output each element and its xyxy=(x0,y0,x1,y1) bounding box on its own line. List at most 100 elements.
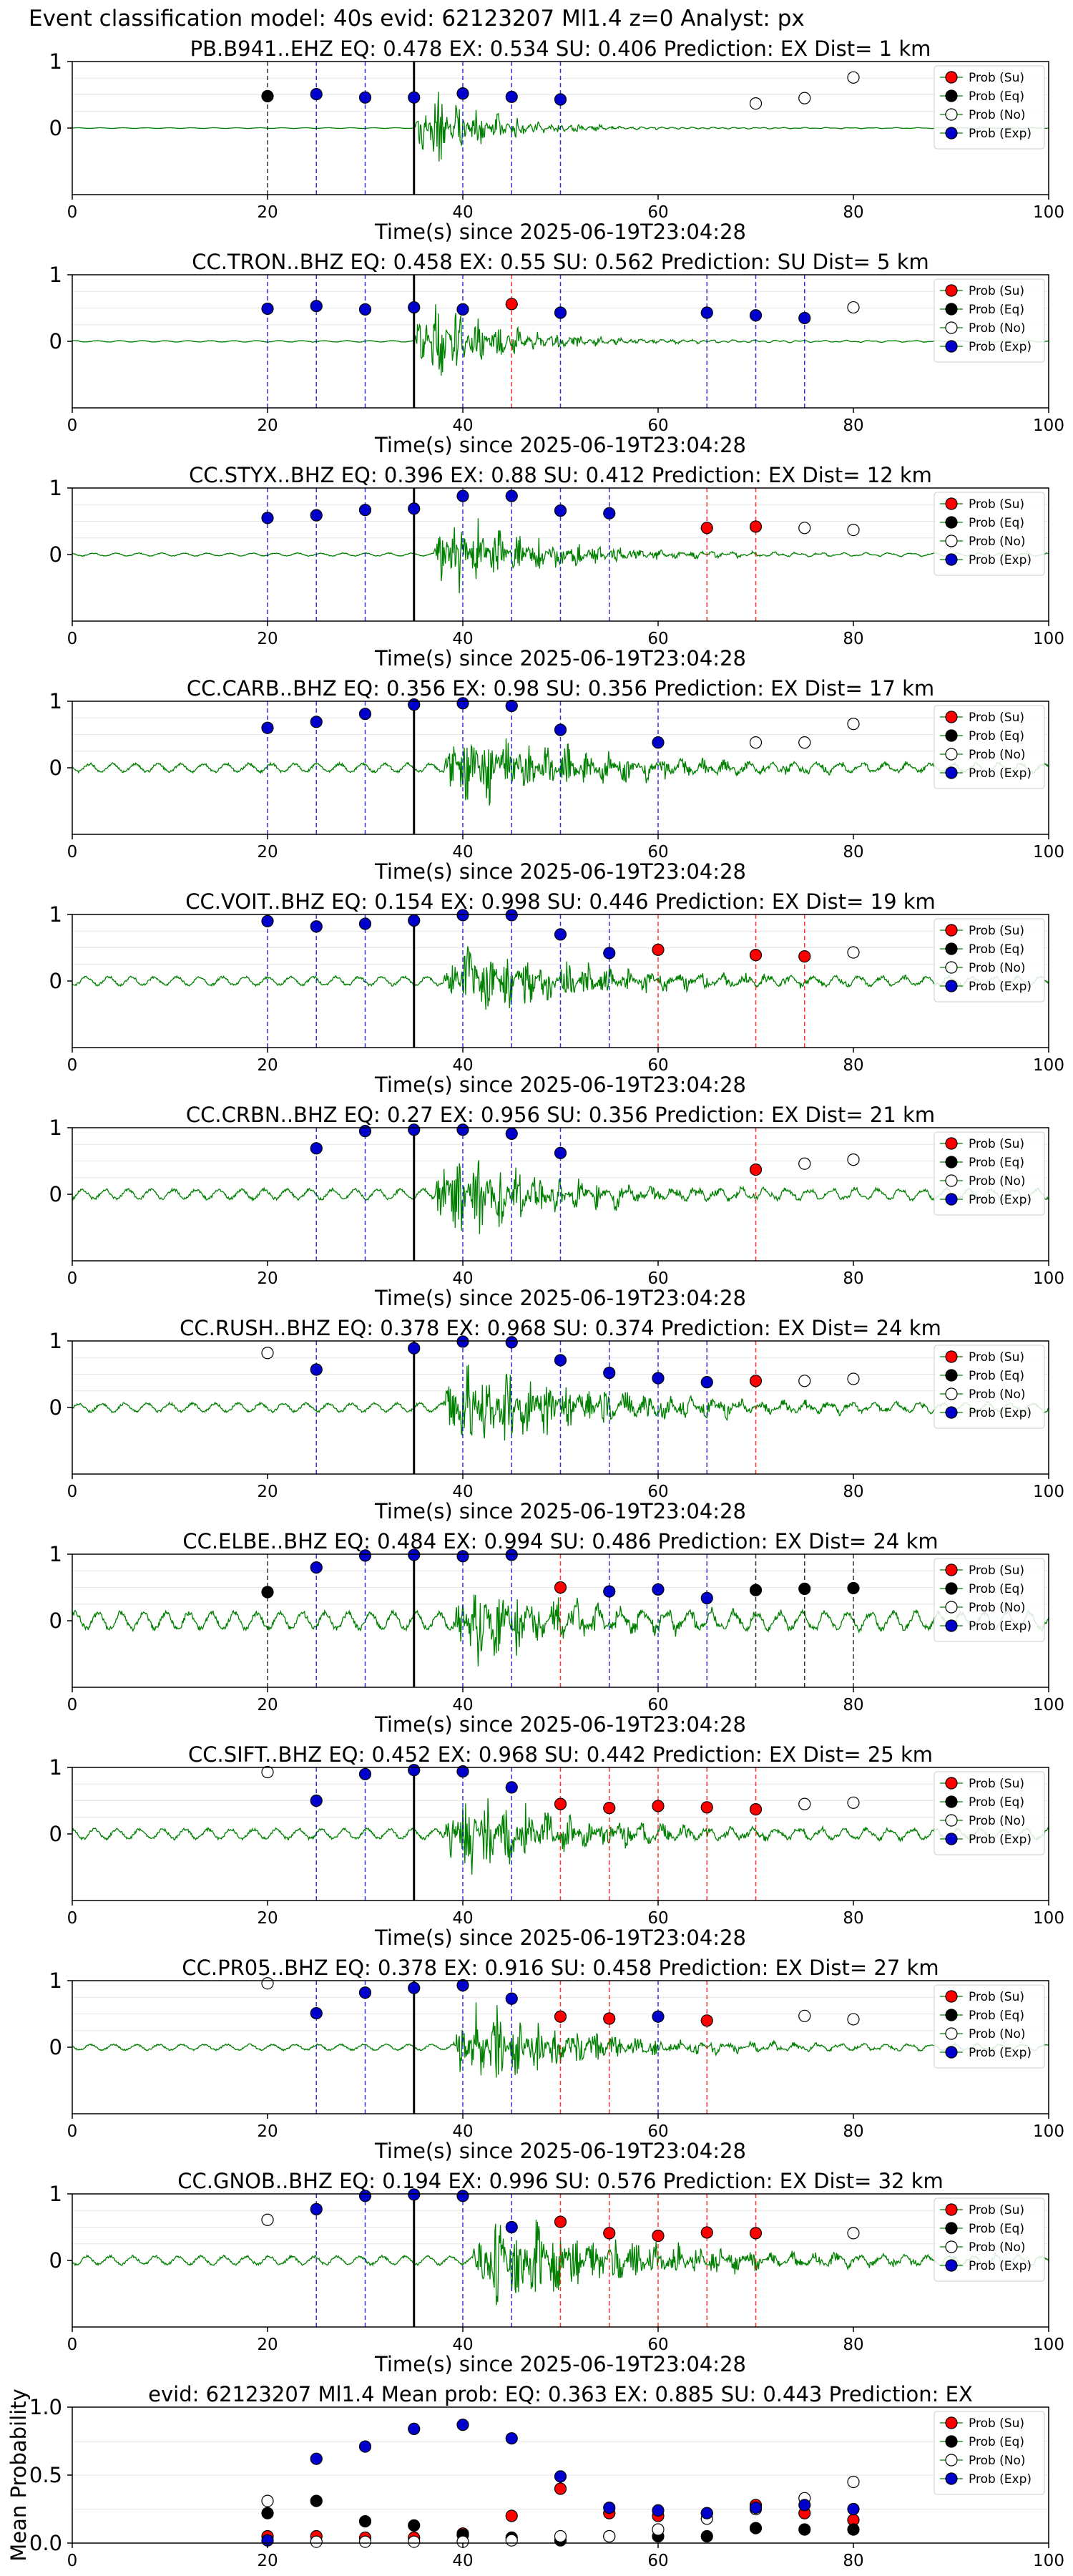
legend-marker-su xyxy=(945,497,958,510)
prob-point-no xyxy=(798,2009,811,2022)
panel-title: PB.B941..EHZ EQ: 0.478 EX: 0.534 SU: 0.4… xyxy=(190,36,931,61)
x-tick-label: 80 xyxy=(843,1909,863,1928)
x-tick-label: 80 xyxy=(843,2552,863,2570)
mean-point-exp xyxy=(847,2502,860,2516)
legend-marker-eq xyxy=(945,729,958,742)
prob-point-exp xyxy=(358,91,372,104)
prob-point-no xyxy=(847,71,860,84)
legend-label-exp: Prob (Exp) xyxy=(969,1193,1032,1207)
x-tick-label: 80 xyxy=(843,1696,863,1714)
legend-marker-eq xyxy=(945,303,958,316)
x-tick-label: 40 xyxy=(452,1483,473,1501)
prob-point-eq xyxy=(798,1582,811,1595)
x-axis-label: Time(s) since 2025-06-19T23:04:28 xyxy=(374,646,746,670)
mean-point-no xyxy=(310,2535,323,2548)
legend-marker-su xyxy=(945,1137,958,1150)
prob-point-exp xyxy=(652,736,665,749)
legend-label-su: Prob (Su) xyxy=(969,2203,1024,2218)
x-tick-label: 40 xyxy=(452,843,473,862)
panel-title: CC.GNOB..BHZ EQ: 0.194 EX: 0.996 SU: 0.5… xyxy=(177,2169,944,2193)
prob-point-exp xyxy=(554,723,567,736)
legend-label-exp: Prob (Exp) xyxy=(969,340,1032,354)
panel-2: CC.STYX..BHZ EQ: 0.396 EX: 0.88 SU: 0.41… xyxy=(49,463,1064,670)
prob-point-exp xyxy=(408,914,421,927)
legend-marker-exp xyxy=(945,2259,958,2272)
x-tick-label: 100 xyxy=(1033,630,1064,648)
panel-6: CC.RUSH..BHZ EQ: 0.378 EX: 0.968 SU: 0.3… xyxy=(49,1316,1064,1523)
x-tick-label: 0 xyxy=(67,1696,78,1714)
x-tick-label: 60 xyxy=(647,843,668,862)
panel-4: CC.VOIT..BHZ EQ: 0.154 EX: 0.998 SU: 0.4… xyxy=(49,889,1064,1097)
x-tick-label: 40 xyxy=(452,630,473,648)
mean-point-exp xyxy=(554,2470,567,2483)
prob-point-su xyxy=(603,2012,616,2025)
x-tick-label: 40 xyxy=(452,2122,473,2141)
y-tick-label: 0 xyxy=(49,2248,62,2273)
legend-box xyxy=(934,278,1045,363)
prob-point-exp xyxy=(456,1765,469,1778)
prob-point-su xyxy=(749,1802,763,1816)
prob-point-exp xyxy=(603,507,616,519)
panel-title: CC.RUSH..BHZ EQ: 0.378 EX: 0.968 SU: 0.3… xyxy=(180,1316,941,1340)
prob-point-exp xyxy=(358,2190,372,2202)
mean-point-eq xyxy=(310,2494,323,2507)
prob-point-exp xyxy=(505,2220,518,2234)
mean-point-eq xyxy=(358,2515,372,2528)
panel-title: CC.PR05..BHZ EQ: 0.378 EX: 0.916 SU: 0.4… xyxy=(182,1956,939,1980)
legend-label-eq: Prob (Eq) xyxy=(969,1795,1024,1810)
prob-point-su xyxy=(554,1797,567,1810)
x-tick-label: 20 xyxy=(257,1056,278,1075)
prob-point-exp xyxy=(554,504,567,517)
y-tick-label: 1 xyxy=(49,1329,62,1353)
legend-label-su: Prob (Su) xyxy=(969,1777,1024,1791)
mean-point-exp xyxy=(408,2422,421,2435)
prob-point-exp xyxy=(358,1549,372,1562)
prob-point-exp xyxy=(505,1127,518,1140)
legend-label-su: Prob (Su) xyxy=(969,497,1024,512)
x-tick-label: 0 xyxy=(67,2336,78,2354)
prob-point-exp xyxy=(310,716,323,728)
x-tick-label: 80 xyxy=(843,2122,863,2141)
legend-label-exp: Prob (Exp) xyxy=(969,2259,1032,2273)
x-tick-label: 100 xyxy=(1033,1909,1064,1928)
mean-point-exp xyxy=(652,2504,665,2517)
prob-point-exp xyxy=(358,1986,372,1999)
x-tick-label: 0 xyxy=(67,1269,78,1288)
x-tick-label: 80 xyxy=(843,416,863,435)
mean-point-exp xyxy=(310,2452,323,2465)
mean-point-su xyxy=(505,2509,518,2522)
legend-label-eq: Prob (Eq) xyxy=(969,2009,1024,2023)
legend-marker-exp xyxy=(945,553,958,566)
x-tick-label: 20 xyxy=(257,1909,278,1928)
y-tick-label: 1 xyxy=(49,1542,62,1566)
x-axis-label: Time(s) since 2025-06-19T23:04:28 xyxy=(374,220,746,244)
prob-point-exp xyxy=(310,2006,323,2020)
y-tick-label: 0 xyxy=(49,1395,62,1420)
prob-point-no xyxy=(798,736,811,749)
x-axis-label: Time(s) since 2025-06-19T23:04:28 xyxy=(374,1499,746,1523)
legend-marker-eq xyxy=(945,1369,958,1382)
prob-point-exp xyxy=(358,917,372,930)
prob-point-eq xyxy=(261,1586,274,1599)
prob-point-no xyxy=(847,301,860,314)
x-tick-label: 40 xyxy=(452,1269,473,1288)
summary-title: evid: 62123207 Ml1.4 Mean prob: EQ: 0.36… xyxy=(148,2382,973,2406)
prob-point-exp xyxy=(505,90,518,103)
y-tick-label: 1.0 xyxy=(29,2395,62,2419)
legend-box xyxy=(934,705,1045,789)
panel-title: CC.STYX..BHZ EQ: 0.396 EX: 0.88 SU: 0.41… xyxy=(189,463,932,487)
legend-marker-no xyxy=(945,321,958,334)
legend-marker-eq xyxy=(945,1795,958,1808)
mean-point-exp xyxy=(798,2499,811,2512)
x-tick-label: 80 xyxy=(843,1483,863,1501)
y-tick-label: 0 xyxy=(49,1822,62,1846)
y-tick-label: 1 xyxy=(49,2182,62,2206)
legend-label-su: Prob (Su) xyxy=(969,1137,1024,1151)
legend-box xyxy=(934,2411,1045,2495)
prob-point-no xyxy=(847,1153,860,1166)
x-tick-label: 60 xyxy=(647,1269,668,1288)
prob-point-exp xyxy=(456,1123,469,1136)
legend-label-eq: Prob (Eq) xyxy=(969,89,1024,104)
y-tick-label: 0 xyxy=(49,1609,62,1633)
y-tick-label: 1 xyxy=(49,1968,62,1993)
